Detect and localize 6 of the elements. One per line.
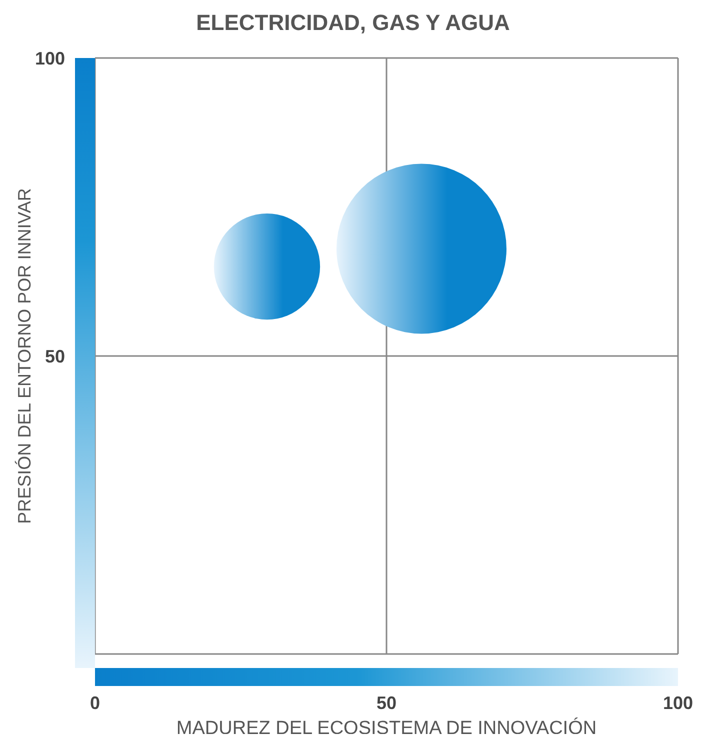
x-tick-label: 100: [662, 692, 694, 713]
chart-title: ELECTRICIDAD, GAS Y AGUA: [195, 9, 511, 37]
y-axis-title: PRESIÓN DEL ENTORNO POR INNIVAR: [14, 188, 34, 524]
x-tick-label: 50: [376, 692, 397, 713]
x-tick-label: 0: [90, 692, 100, 713]
x-axis-title: MADUREZ DEL ECOSISTEMA DE INNOVACIÓN: [176, 717, 597, 739]
